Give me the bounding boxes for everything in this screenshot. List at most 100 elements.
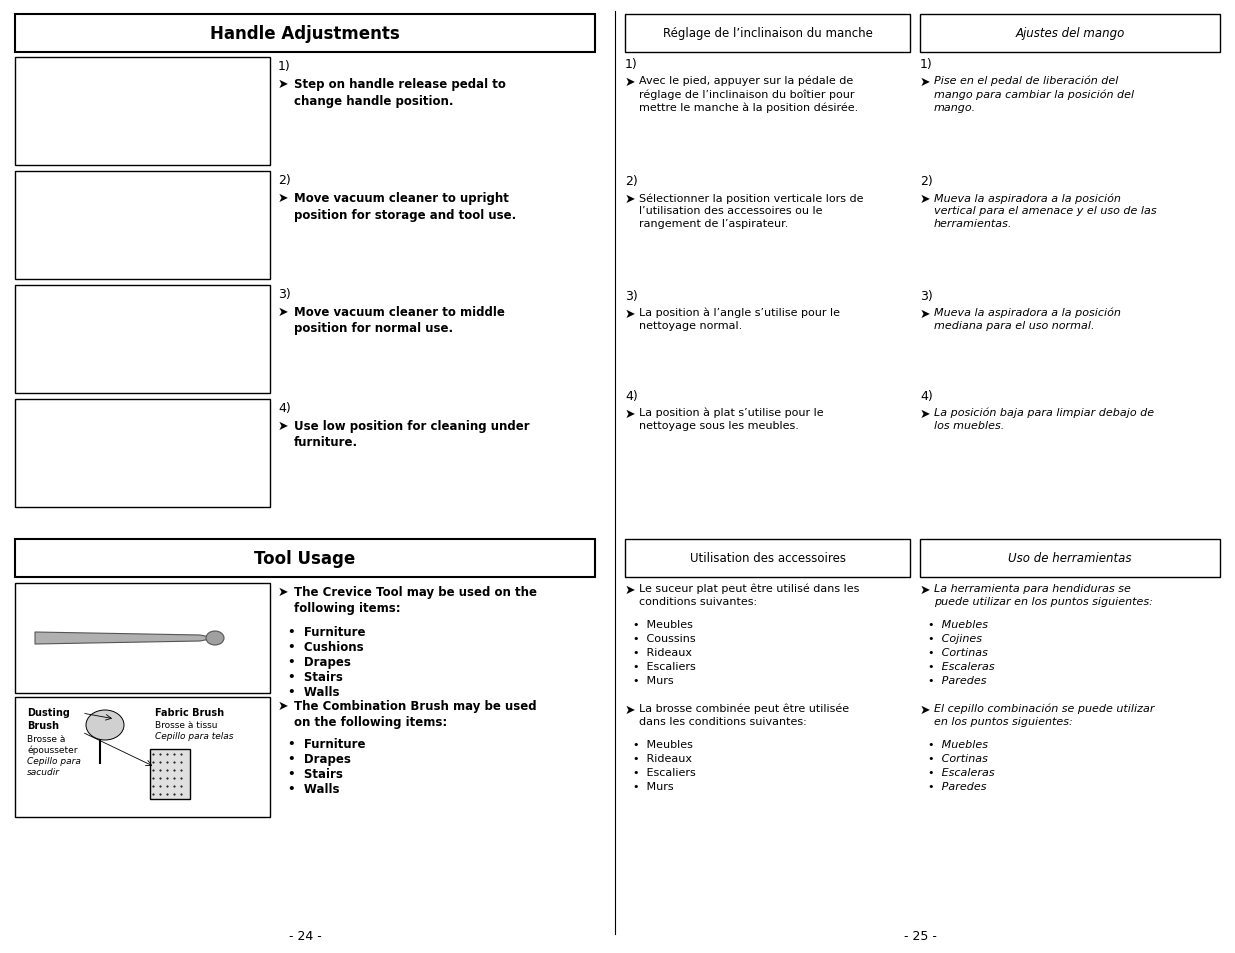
Bar xyxy=(920,539,1220,578)
Text: La position à l’angle s’utilise pour le
nettoyage normal.: La position à l’angle s’utilise pour le … xyxy=(638,308,840,331)
Text: •  Stairs: • Stairs xyxy=(288,670,343,683)
Text: 4): 4) xyxy=(278,401,290,415)
Text: •  Cojines: • Cojines xyxy=(927,634,982,643)
Text: Brush: Brush xyxy=(27,720,59,730)
Text: •  Coussins: • Coussins xyxy=(634,634,695,643)
Bar xyxy=(15,286,270,394)
Text: Brosse à tissu: Brosse à tissu xyxy=(156,720,217,729)
Text: Mueva la aspiradora a la posición
mediana para el uso normal.: Mueva la aspiradora a la posición median… xyxy=(934,308,1121,331)
Text: 1): 1) xyxy=(920,58,932,71)
Text: ➤: ➤ xyxy=(920,583,930,597)
Text: 1): 1) xyxy=(625,58,637,71)
Text: 3): 3) xyxy=(278,288,290,301)
Text: •  Rideaux: • Rideaux xyxy=(634,753,692,763)
Text: •  Cortinas: • Cortinas xyxy=(927,647,988,658)
Text: ➤: ➤ xyxy=(625,76,636,89)
Text: Use low position for cleaning under
furniture.: Use low position for cleaning under furn… xyxy=(294,419,530,449)
Text: •  Drapes: • Drapes xyxy=(288,656,351,668)
Text: •  Escaleras: • Escaleras xyxy=(927,661,994,671)
Text: •  Muebles: • Muebles xyxy=(927,740,988,749)
Text: Brosse à: Brosse à xyxy=(27,734,65,743)
Text: Mueva la aspiradora a la posición
vertical para el amenace y el uso de las
herra: Mueva la aspiradora a la posición vertic… xyxy=(934,193,1157,229)
Text: •  Walls: • Walls xyxy=(288,685,340,699)
Bar xyxy=(15,539,595,578)
Text: •  Furniture: • Furniture xyxy=(288,738,366,750)
Text: Dusting: Dusting xyxy=(27,707,70,718)
Text: - 24 -: - 24 - xyxy=(289,929,321,942)
Text: •  Cushions: • Cushions xyxy=(288,640,363,654)
Text: ➤: ➤ xyxy=(625,583,636,597)
Bar xyxy=(920,15,1220,53)
Text: ➤: ➤ xyxy=(278,192,289,205)
Text: 3): 3) xyxy=(920,290,932,303)
Bar xyxy=(149,749,190,800)
Bar xyxy=(15,583,270,693)
Text: ➤: ➤ xyxy=(278,585,289,598)
Text: •  Meubles: • Meubles xyxy=(634,619,693,629)
Text: 2): 2) xyxy=(278,173,290,187)
Text: épousseter: épousseter xyxy=(27,745,78,755)
Text: Fabric Brush: Fabric Brush xyxy=(156,707,224,718)
Text: Uso de herramientas: Uso de herramientas xyxy=(1008,552,1131,565)
Bar xyxy=(15,15,595,53)
Text: La herramienta para hendiduras se
puede utilizar en los puntos siguientes:: La herramienta para hendiduras se puede … xyxy=(934,583,1153,606)
Text: •  Furniture: • Furniture xyxy=(288,625,366,639)
Text: •  Walls: • Walls xyxy=(288,782,340,795)
Ellipse shape xyxy=(86,710,124,740)
Text: - 25 -: - 25 - xyxy=(904,929,936,942)
Text: El cepillo combinación se puede utilizar
en los puntos siguientes:: El cepillo combinación se puede utilizar… xyxy=(934,703,1155,726)
Text: ➤: ➤ xyxy=(920,308,930,320)
Text: ➤: ➤ xyxy=(920,76,930,89)
Text: La position à plat s’utilise pour le
nettoyage sous les meubles.: La position à plat s’utilise pour le net… xyxy=(638,408,824,431)
Text: •  Cortinas: • Cortinas xyxy=(927,753,988,763)
Bar xyxy=(15,399,270,507)
Text: ➤: ➤ xyxy=(278,78,289,91)
Text: •  Escaliers: • Escaliers xyxy=(634,661,695,671)
Text: Move vacuum cleaner to upright
position for storage and tool use.: Move vacuum cleaner to upright position … xyxy=(294,192,516,221)
Polygon shape xyxy=(35,633,215,644)
Text: •  Escaleras: • Escaleras xyxy=(927,767,994,778)
Text: 1): 1) xyxy=(278,60,290,73)
Text: Pise en el pedal de liberación del
mango para cambiar la posición del
mango.: Pise en el pedal de liberación del mango… xyxy=(934,76,1134,112)
Text: •  Meubles: • Meubles xyxy=(634,740,693,749)
Text: •  Stairs: • Stairs xyxy=(288,767,343,781)
Text: ➤: ➤ xyxy=(920,193,930,206)
Ellipse shape xyxy=(206,631,224,645)
Text: Step on handle release pedal to
change handle position.: Step on handle release pedal to change h… xyxy=(294,78,506,108)
Text: •  Murs: • Murs xyxy=(634,781,673,791)
Text: 2): 2) xyxy=(625,174,637,188)
Text: ➤: ➤ xyxy=(625,703,636,717)
Text: •  Escaliers: • Escaliers xyxy=(634,767,695,778)
Bar xyxy=(625,15,910,53)
Text: •  Drapes: • Drapes xyxy=(288,752,351,765)
Text: The Crevice Tool may be used on the
following items:: The Crevice Tool may be used on the foll… xyxy=(294,585,537,615)
Text: The Combination Brush may be used
on the following items:: The Combination Brush may be used on the… xyxy=(294,700,537,729)
Text: •  Paredes: • Paredes xyxy=(927,781,987,791)
Text: Cepillo para telas: Cepillo para telas xyxy=(156,731,233,740)
Text: ➤: ➤ xyxy=(920,703,930,717)
Text: 4): 4) xyxy=(625,390,637,402)
Bar xyxy=(15,698,270,817)
Text: ➤: ➤ xyxy=(278,700,289,712)
Text: Avec le pied, appuyer sur la pédale de
réglage de l’inclinaison du boîtier pour
: Avec le pied, appuyer sur la pédale de r… xyxy=(638,76,858,113)
Text: 4): 4) xyxy=(920,390,932,402)
Text: Sélectionner la position verticale lors de
l’utilisation des accessoires ou le
r: Sélectionner la position verticale lors … xyxy=(638,193,863,229)
Bar xyxy=(15,172,270,280)
Text: •  Rideaux: • Rideaux xyxy=(634,647,692,658)
Text: sacudir: sacudir xyxy=(27,767,61,776)
Text: ➤: ➤ xyxy=(278,419,289,433)
Text: Utilisation des accessoires: Utilisation des accessoires xyxy=(689,552,846,565)
Bar xyxy=(625,539,910,578)
Bar xyxy=(15,58,270,166)
Text: •  Muebles: • Muebles xyxy=(927,619,988,629)
Text: ➤: ➤ xyxy=(625,193,636,206)
Text: •  Paredes: • Paredes xyxy=(927,676,987,685)
Text: ➤: ➤ xyxy=(278,306,289,318)
Text: Réglage de l’inclinaison du manche: Réglage de l’inclinaison du manche xyxy=(662,28,872,40)
Text: La brosse combinée peut être utilisée
dans les conditions suivantes:: La brosse combinée peut être utilisée da… xyxy=(638,703,850,726)
Text: ➤: ➤ xyxy=(625,408,636,420)
Text: ➤: ➤ xyxy=(625,308,636,320)
Text: Tool Usage: Tool Usage xyxy=(254,550,356,567)
Text: •  Murs: • Murs xyxy=(634,676,673,685)
Text: Cepillo para: Cepillo para xyxy=(27,757,80,765)
